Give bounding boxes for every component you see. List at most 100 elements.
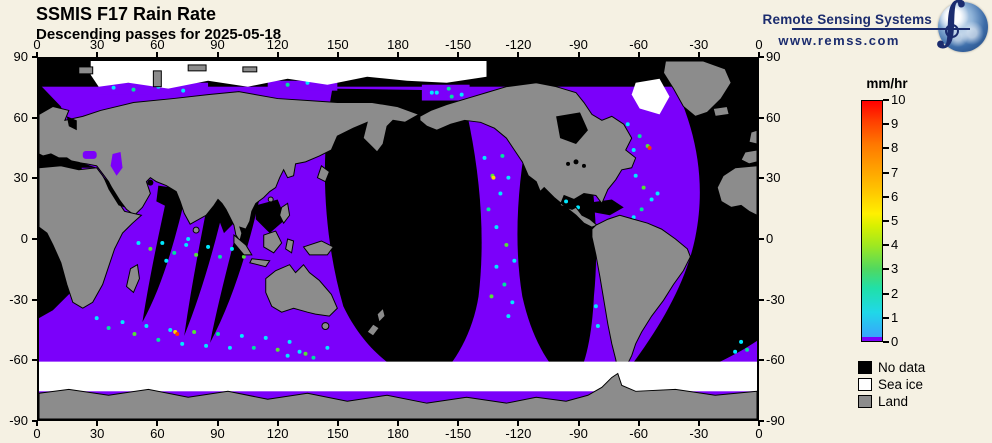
y-axis-label-right: 60 <box>766 109 781 125</box>
rain-cell <box>297 349 302 354</box>
x-axis-label-top: -150 <box>445 37 472 52</box>
colorbar-tick-label: 8 <box>891 140 899 156</box>
x-axis-tick <box>216 52 219 57</box>
rain-cell <box>241 254 246 259</box>
x-axis-tick <box>336 421 339 426</box>
colorbar-tick <box>883 341 889 343</box>
x-axis-label-top: 60 <box>150 37 165 52</box>
y-axis-tick <box>759 238 764 240</box>
x-axis-label-top: -120 <box>505 37 532 52</box>
colorbar-tick-label: 4 <box>891 237 899 253</box>
y-axis-label-right: 30 <box>766 170 781 186</box>
colorbar <box>861 100 883 342</box>
rain-cell <box>184 242 189 247</box>
x-axis-label-bottom: -90 <box>569 426 588 441</box>
rain-cell <box>106 326 111 330</box>
x-axis-label-top: -30 <box>689 37 709 52</box>
y-axis-tick <box>759 116 764 119</box>
branding-url: www.remss.com <box>778 33 900 48</box>
y-axis-label-left: -30 <box>9 291 28 307</box>
rain-cell <box>180 341 185 346</box>
x-axis-tick <box>96 52 99 57</box>
y-axis-tick <box>759 359 764 362</box>
colorbar-tick <box>883 292 889 295</box>
rain-cell <box>218 254 222 259</box>
x-axis-label-bottom: 90 <box>210 426 225 441</box>
colorbar-tick <box>883 99 889 101</box>
rain-cell <box>633 173 638 178</box>
colorbar-unit-label: mm/hr <box>866 76 908 91</box>
x-axis-label-top: 30 <box>89 37 105 52</box>
x-axis-label-top: 0 <box>33 37 41 52</box>
rain-cell <box>449 94 454 99</box>
rain-cell <box>144 324 149 329</box>
no-data-swath-gaps <box>39 59 757 392</box>
rain-cell <box>239 333 244 338</box>
rain-cell <box>136 240 141 245</box>
x-axis-tick <box>156 421 159 426</box>
y-axis-tick <box>32 359 37 362</box>
rain-cell <box>739 339 744 344</box>
rain-cell <box>429 90 434 95</box>
x-axis-label-bottom: 30 <box>89 426 105 441</box>
rain-cell <box>156 337 161 342</box>
x-axis-label-top: 150 <box>326 37 349 52</box>
y-axis-label-left: -60 <box>9 352 28 368</box>
rain-cell <box>489 294 494 299</box>
y-axis-tick <box>32 420 37 422</box>
rain-cell <box>564 199 569 204</box>
x-axis-tick <box>216 421 219 426</box>
rain-cell <box>120 320 125 325</box>
inland-seas <box>39 112 588 208</box>
rain-cell <box>631 148 636 152</box>
land-swatch <box>858 395 872 408</box>
page-subtitle: Descending passes for 2025-05-18 <box>36 26 282 43</box>
colorbar-tick <box>883 123 889 126</box>
y-axis-label-left: 0 <box>20 231 28 246</box>
rain-cell <box>251 345 256 350</box>
rain-cell <box>494 264 499 269</box>
x-axis-label-bottom: 150 <box>326 426 349 441</box>
rain-cell <box>285 82 290 87</box>
y-axis-label-left: 60 <box>13 109 28 125</box>
rain-cell <box>111 85 116 90</box>
polar-land <box>39 60 757 419</box>
colorbar-tick-label: 2 <box>891 285 899 301</box>
rain-cell <box>482 155 487 160</box>
rain-cell <box>168 328 173 332</box>
colorbar-tick <box>883 171 889 174</box>
y-axis-tick <box>32 177 37 180</box>
rain-cell <box>504 242 509 247</box>
rain-cell <box>227 345 232 350</box>
x-axis-label-bottom: 180 <box>387 426 409 441</box>
y-axis-label-left: 90 <box>13 49 28 64</box>
x-axis-label-top: 180 <box>387 37 409 52</box>
rain-cell <box>446 86 451 91</box>
x-axis-tick <box>517 421 520 426</box>
rain-cell <box>148 246 153 251</box>
colorbar-tick <box>883 244 889 247</box>
rain-cell <box>303 351 308 356</box>
colorbar-tick <box>883 220 889 222</box>
legend-label: No data <box>878 360 926 375</box>
legend-label: Sea ice <box>878 377 924 392</box>
rain-cell <box>287 339 292 344</box>
x-axis-tick <box>96 421 99 426</box>
x-axis-tick <box>36 52 38 57</box>
rain-cell <box>434 90 439 95</box>
y-axis-label-right: 0 <box>766 231 774 246</box>
colorbar-tick <box>883 195 889 198</box>
rain-cell <box>641 185 646 190</box>
rain-cell <box>655 191 660 196</box>
y-axis-label-right: -60 <box>766 352 785 368</box>
x-axis-tick <box>697 52 700 57</box>
no-data-swatch <box>858 361 872 374</box>
rain-cell <box>94 316 99 321</box>
x-axis-label-bottom: -30 <box>689 426 709 441</box>
rain-cell <box>494 225 499 230</box>
x-axis-tick <box>758 421 760 426</box>
x-axis-tick <box>457 52 460 57</box>
rain-cell <box>175 331 180 336</box>
colorbar-tick <box>883 268 889 271</box>
colorbar-tick-label: 3 <box>891 261 899 277</box>
